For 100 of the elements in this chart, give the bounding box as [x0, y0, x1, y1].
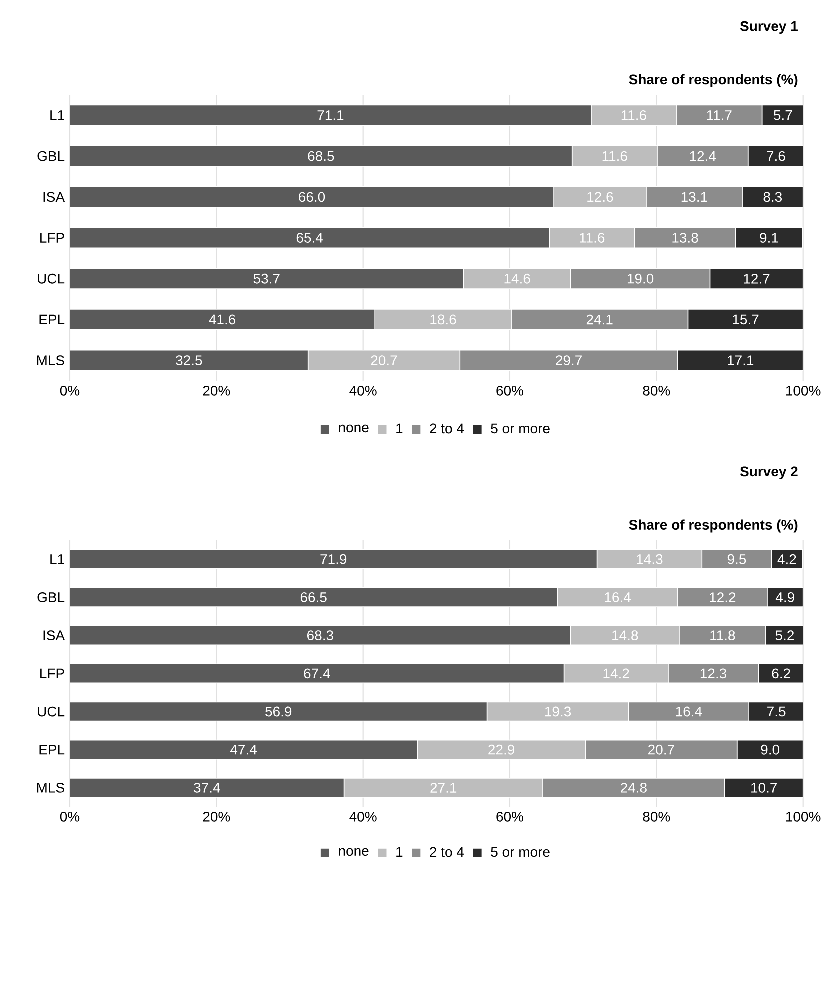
data-label: 4.9 [776, 592, 794, 602]
data-label: 41.6 [209, 314, 236, 325]
data-label: 16.4 [605, 592, 631, 602]
bar [70, 549, 598, 570]
data-label: 12.2 [710, 592, 736, 602]
bar [70, 778, 345, 798]
y-tick-label: EPL [40, 745, 65, 755]
bar [70, 664, 565, 684]
data-label: 22.9 [488, 744, 515, 755]
bar [70, 702, 488, 722]
bar [70, 268, 464, 290]
x-tick-label: 60% [496, 812, 524, 822]
data-label: 11.6 [580, 233, 605, 243]
bar [736, 740, 804, 760]
x-axis-title: Share of respondents (%) [629, 520, 798, 533]
legend-label: 5 or more [491, 847, 550, 858]
data-label: 68.5 [308, 151, 334, 162]
data-label: 9.0 [761, 744, 780, 755]
data-label: 71.9 [320, 554, 347, 564]
x-tick-label: 100% [786, 386, 821, 396]
y-tick-label: MLS [37, 356, 64, 366]
chart-title: Survey 2 [740, 466, 798, 480]
data-label: 9.1 [760, 233, 778, 243]
chart-title: Survey 1 [740, 21, 798, 34]
data-label: 18.6 [430, 314, 456, 325]
data-label: 17.1 [728, 356, 754, 366]
data-label: 11.7 [707, 110, 732, 120]
x-tick-label: 20% [203, 386, 230, 396]
data-label: 5.7 [774, 110, 792, 120]
legend-label: 2 to 4 [430, 847, 464, 858]
legend-label: 1 [396, 847, 403, 857]
data-label: 7.6 [767, 151, 786, 162]
data-label: 12.4 [690, 151, 716, 162]
data-label: 8.3 [764, 192, 782, 202]
data-label: 11.6 [602, 151, 628, 162]
y-tick-label: L1 [50, 110, 64, 120]
data-label: 32.5 [176, 356, 202, 366]
data-label: 56.9 [266, 706, 292, 717]
legend-label: none [339, 424, 369, 433]
x-tick-label: 60% [496, 386, 524, 396]
y-tick-label: UCL [38, 706, 65, 717]
data-label: 47.4 [230, 745, 257, 755]
bar [70, 740, 418, 760]
y-tick-label: LFP [40, 233, 64, 243]
y-tick-label: GBL [38, 151, 65, 162]
data-label: 71.1 [318, 110, 344, 120]
y-tick-label: UCL [38, 274, 65, 284]
data-label: 19.3 [545, 706, 572, 717]
data-label: 7.5 [768, 706, 786, 717]
bar [70, 350, 309, 372]
bar [748, 702, 804, 722]
data-label: 53.7 [254, 274, 280, 284]
bar [70, 588, 558, 608]
data-label: 37.4 [194, 783, 220, 793]
data-label: 15.7 [733, 314, 759, 325]
data-label: 13.8 [672, 233, 698, 243]
y-tick-label: ISA [44, 630, 66, 641]
data-label: 14.3 [637, 554, 663, 564]
data-label: 11.6 [622, 110, 646, 120]
data-label: 68.3 [308, 630, 334, 641]
data-label: 12.6 [588, 192, 614, 202]
bar [70, 104, 592, 126]
data-label: 20.7 [371, 356, 398, 366]
data-label: 67.4 [304, 668, 330, 679]
x-tick-label: 0% [60, 386, 80, 396]
data-label: 14.2 [604, 668, 630, 679]
legend-label: none [339, 848, 369, 856]
bar [70, 626, 572, 646]
legend-label: 2 to 4 [430, 424, 464, 434]
x-tick-label: 40% [350, 386, 377, 396]
data-label: 24.8 [621, 783, 647, 793]
y-tick-label: MLS [37, 783, 64, 793]
bar [70, 227, 550, 249]
data-label: 9.5 [728, 554, 746, 564]
x-tick-label: 100% [786, 812, 821, 822]
legend-label: 5 or more [491, 424, 550, 434]
data-label: 12.7 [744, 274, 770, 284]
data-label: 13.1 [682, 192, 708, 202]
data-label: 10.7 [752, 783, 778, 793]
y-tick-label: GBL [38, 592, 65, 602]
bar [70, 146, 573, 167]
data-label: 5.2 [776, 630, 794, 641]
x-tick-label: 80% [643, 812, 670, 822]
data-label: 11.8 [710, 630, 736, 641]
data-label: 29.7 [556, 356, 582, 366]
data-label: 4.2 [778, 554, 796, 564]
y-tick-label: EPL [40, 314, 65, 325]
data-label: 14.8 [612, 630, 638, 641]
x-axis-title: Share of respondents (%) [629, 74, 798, 88]
data-label: 65.4 [296, 233, 323, 243]
data-label: 14.6 [504, 274, 530, 284]
data-label: 66.5 [300, 592, 327, 602]
data-label: 16.4 [676, 706, 702, 717]
x-tick-label: 20% [203, 812, 230, 822]
data-label: 19.0 [628, 274, 654, 284]
data-label: 12.3 [700, 668, 727, 679]
data-label: 66.0 [299, 192, 326, 202]
x-tick-label: 80% [643, 386, 670, 396]
data-label: 20.7 [648, 744, 674, 755]
data-label: 24.1 [586, 314, 613, 325]
